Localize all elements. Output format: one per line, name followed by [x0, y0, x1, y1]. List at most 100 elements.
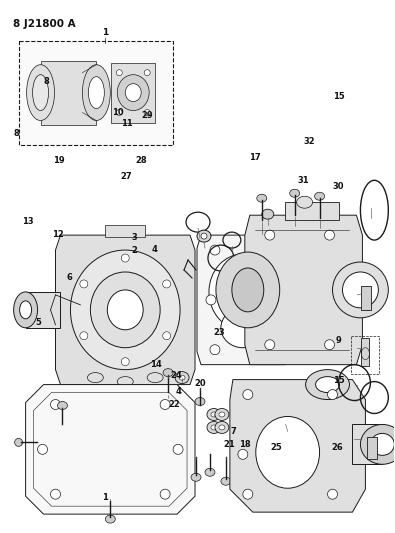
Ellipse shape — [116, 110, 122, 116]
Ellipse shape — [205, 469, 215, 477]
Text: 13: 13 — [22, 217, 33, 226]
Ellipse shape — [32, 75, 49, 110]
Polygon shape — [245, 215, 363, 365]
Ellipse shape — [360, 424, 395, 464]
Ellipse shape — [215, 408, 229, 421]
Text: 8: 8 — [13, 129, 19, 138]
Bar — [352, 336, 379, 374]
Ellipse shape — [160, 489, 170, 499]
Text: 12: 12 — [52, 230, 64, 239]
Text: 30: 30 — [333, 182, 344, 191]
Ellipse shape — [219, 425, 225, 430]
Ellipse shape — [216, 252, 280, 328]
Bar — [361, 286, 371, 310]
Ellipse shape — [161, 390, 175, 400]
Text: 3: 3 — [132, 233, 137, 242]
Ellipse shape — [209, 254, 277, 330]
Ellipse shape — [206, 295, 216, 305]
Ellipse shape — [211, 412, 217, 417]
Bar — [19, 41, 173, 146]
Text: 14: 14 — [150, 360, 162, 369]
Ellipse shape — [121, 358, 129, 366]
Text: 4: 4 — [176, 387, 182, 396]
Ellipse shape — [144, 70, 150, 76]
Text: 6: 6 — [67, 272, 73, 281]
Ellipse shape — [117, 377, 133, 386]
Ellipse shape — [333, 262, 388, 318]
Text: 22: 22 — [168, 400, 180, 409]
Text: 8 J21800 A: 8 J21800 A — [13, 19, 75, 29]
Ellipse shape — [306, 370, 350, 400]
Text: 9: 9 — [335, 336, 341, 345]
Ellipse shape — [297, 196, 312, 208]
Text: 27: 27 — [121, 172, 132, 181]
Ellipse shape — [80, 332, 88, 340]
Ellipse shape — [270, 295, 280, 305]
Text: 2: 2 — [132, 246, 137, 255]
Ellipse shape — [51, 400, 60, 409]
Ellipse shape — [327, 489, 337, 499]
Ellipse shape — [195, 398, 205, 406]
Polygon shape — [56, 235, 195, 385]
Text: 18: 18 — [239, 440, 250, 449]
Ellipse shape — [215, 422, 229, 433]
Ellipse shape — [210, 345, 220, 354]
Ellipse shape — [70, 250, 180, 370]
Bar — [361, 338, 369, 366]
Text: 32: 32 — [304, 137, 316, 146]
Ellipse shape — [210, 245, 220, 255]
Ellipse shape — [211, 425, 217, 430]
Ellipse shape — [342, 272, 378, 308]
Polygon shape — [41, 61, 96, 125]
Ellipse shape — [26, 64, 55, 120]
Ellipse shape — [175, 372, 189, 384]
Ellipse shape — [107, 290, 143, 330]
Ellipse shape — [144, 110, 150, 116]
Text: 20: 20 — [195, 379, 207, 388]
Polygon shape — [230, 379, 365, 512]
Ellipse shape — [163, 369, 173, 377]
Ellipse shape — [256, 416, 320, 488]
Ellipse shape — [165, 392, 171, 397]
Ellipse shape — [125, 84, 141, 102]
Ellipse shape — [243, 390, 253, 400]
Ellipse shape — [163, 332, 171, 340]
Ellipse shape — [58, 401, 68, 409]
Ellipse shape — [90, 272, 160, 348]
Text: 8: 8 — [43, 77, 49, 86]
Ellipse shape — [121, 254, 129, 262]
Ellipse shape — [87, 373, 103, 383]
Ellipse shape — [38, 445, 47, 454]
Polygon shape — [26, 385, 195, 514]
Ellipse shape — [221, 308, 265, 348]
Ellipse shape — [51, 489, 60, 499]
Ellipse shape — [314, 192, 325, 200]
Text: 4: 4 — [151, 245, 157, 254]
Text: 11: 11 — [121, 119, 133, 127]
Ellipse shape — [221, 477, 231, 485]
Ellipse shape — [163, 280, 171, 288]
Ellipse shape — [232, 268, 264, 312]
Polygon shape — [197, 235, 289, 365]
Ellipse shape — [207, 408, 221, 421]
Text: 15: 15 — [333, 92, 344, 101]
Ellipse shape — [83, 64, 110, 120]
Ellipse shape — [191, 473, 201, 481]
Ellipse shape — [266, 245, 276, 255]
Ellipse shape — [88, 77, 104, 109]
Ellipse shape — [116, 70, 122, 76]
Text: 31: 31 — [298, 176, 310, 185]
Text: 10: 10 — [112, 108, 124, 117]
Ellipse shape — [327, 390, 337, 400]
Ellipse shape — [207, 422, 221, 433]
Text: 19: 19 — [53, 156, 65, 165]
Text: 29: 29 — [141, 111, 153, 119]
Ellipse shape — [14, 292, 38, 328]
Ellipse shape — [265, 230, 275, 240]
Bar — [367, 438, 377, 459]
Text: 24: 24 — [170, 371, 182, 380]
Ellipse shape — [179, 375, 185, 380]
Bar — [285, 202, 339, 220]
Ellipse shape — [266, 345, 276, 354]
Text: 5: 5 — [35, 318, 41, 327]
